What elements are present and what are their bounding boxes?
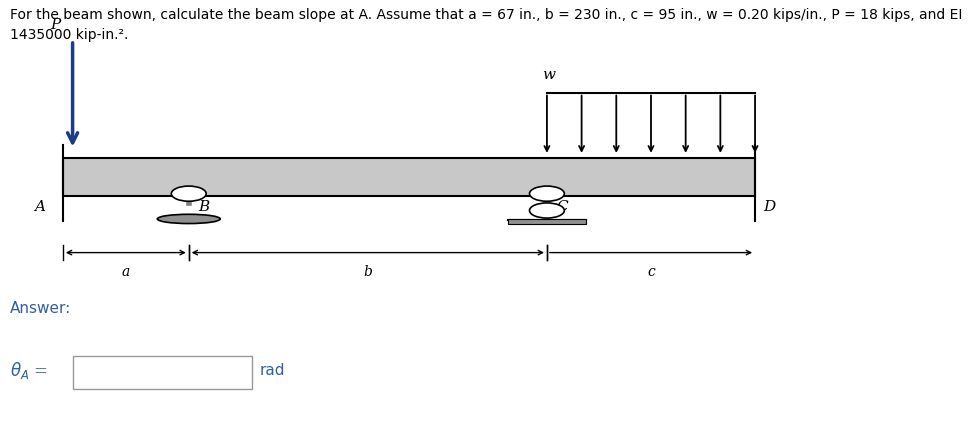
Circle shape (171, 186, 206, 201)
Bar (73, 356, 252, 389)
Ellipse shape (157, 214, 221, 224)
Text: a: a (122, 265, 130, 279)
Text: P: P (50, 18, 60, 32)
Bar (508, 219, 586, 224)
Text: rad: rad (259, 363, 285, 378)
Text: For the beam shown, calculate the beam slope at A. Assume that a = 67 in., b = 2: For the beam shown, calculate the beam s… (10, 8, 968, 42)
Circle shape (529, 203, 564, 218)
Circle shape (529, 186, 564, 201)
Text: c: c (647, 265, 655, 279)
Bar (63, 158, 755, 196)
Text: b: b (363, 265, 373, 279)
Text: B: B (198, 200, 210, 214)
Text: C: C (557, 200, 568, 214)
Text: w: w (542, 68, 555, 82)
Text: $\theta_A$ =: $\theta_A$ = (10, 360, 47, 381)
Text: D: D (763, 200, 775, 214)
Text: A: A (35, 200, 45, 214)
Text: Answer:: Answer: (10, 301, 71, 316)
